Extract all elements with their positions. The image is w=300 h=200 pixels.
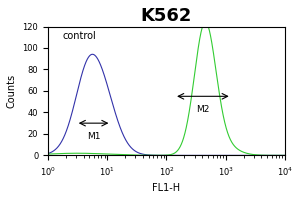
Y-axis label: Counts: Counts — [7, 74, 17, 108]
Text: M2: M2 — [196, 105, 210, 114]
X-axis label: FL1-H: FL1-H — [152, 183, 181, 193]
Title: K562: K562 — [141, 7, 192, 25]
Text: control: control — [63, 31, 97, 41]
Text: M1: M1 — [87, 132, 100, 141]
